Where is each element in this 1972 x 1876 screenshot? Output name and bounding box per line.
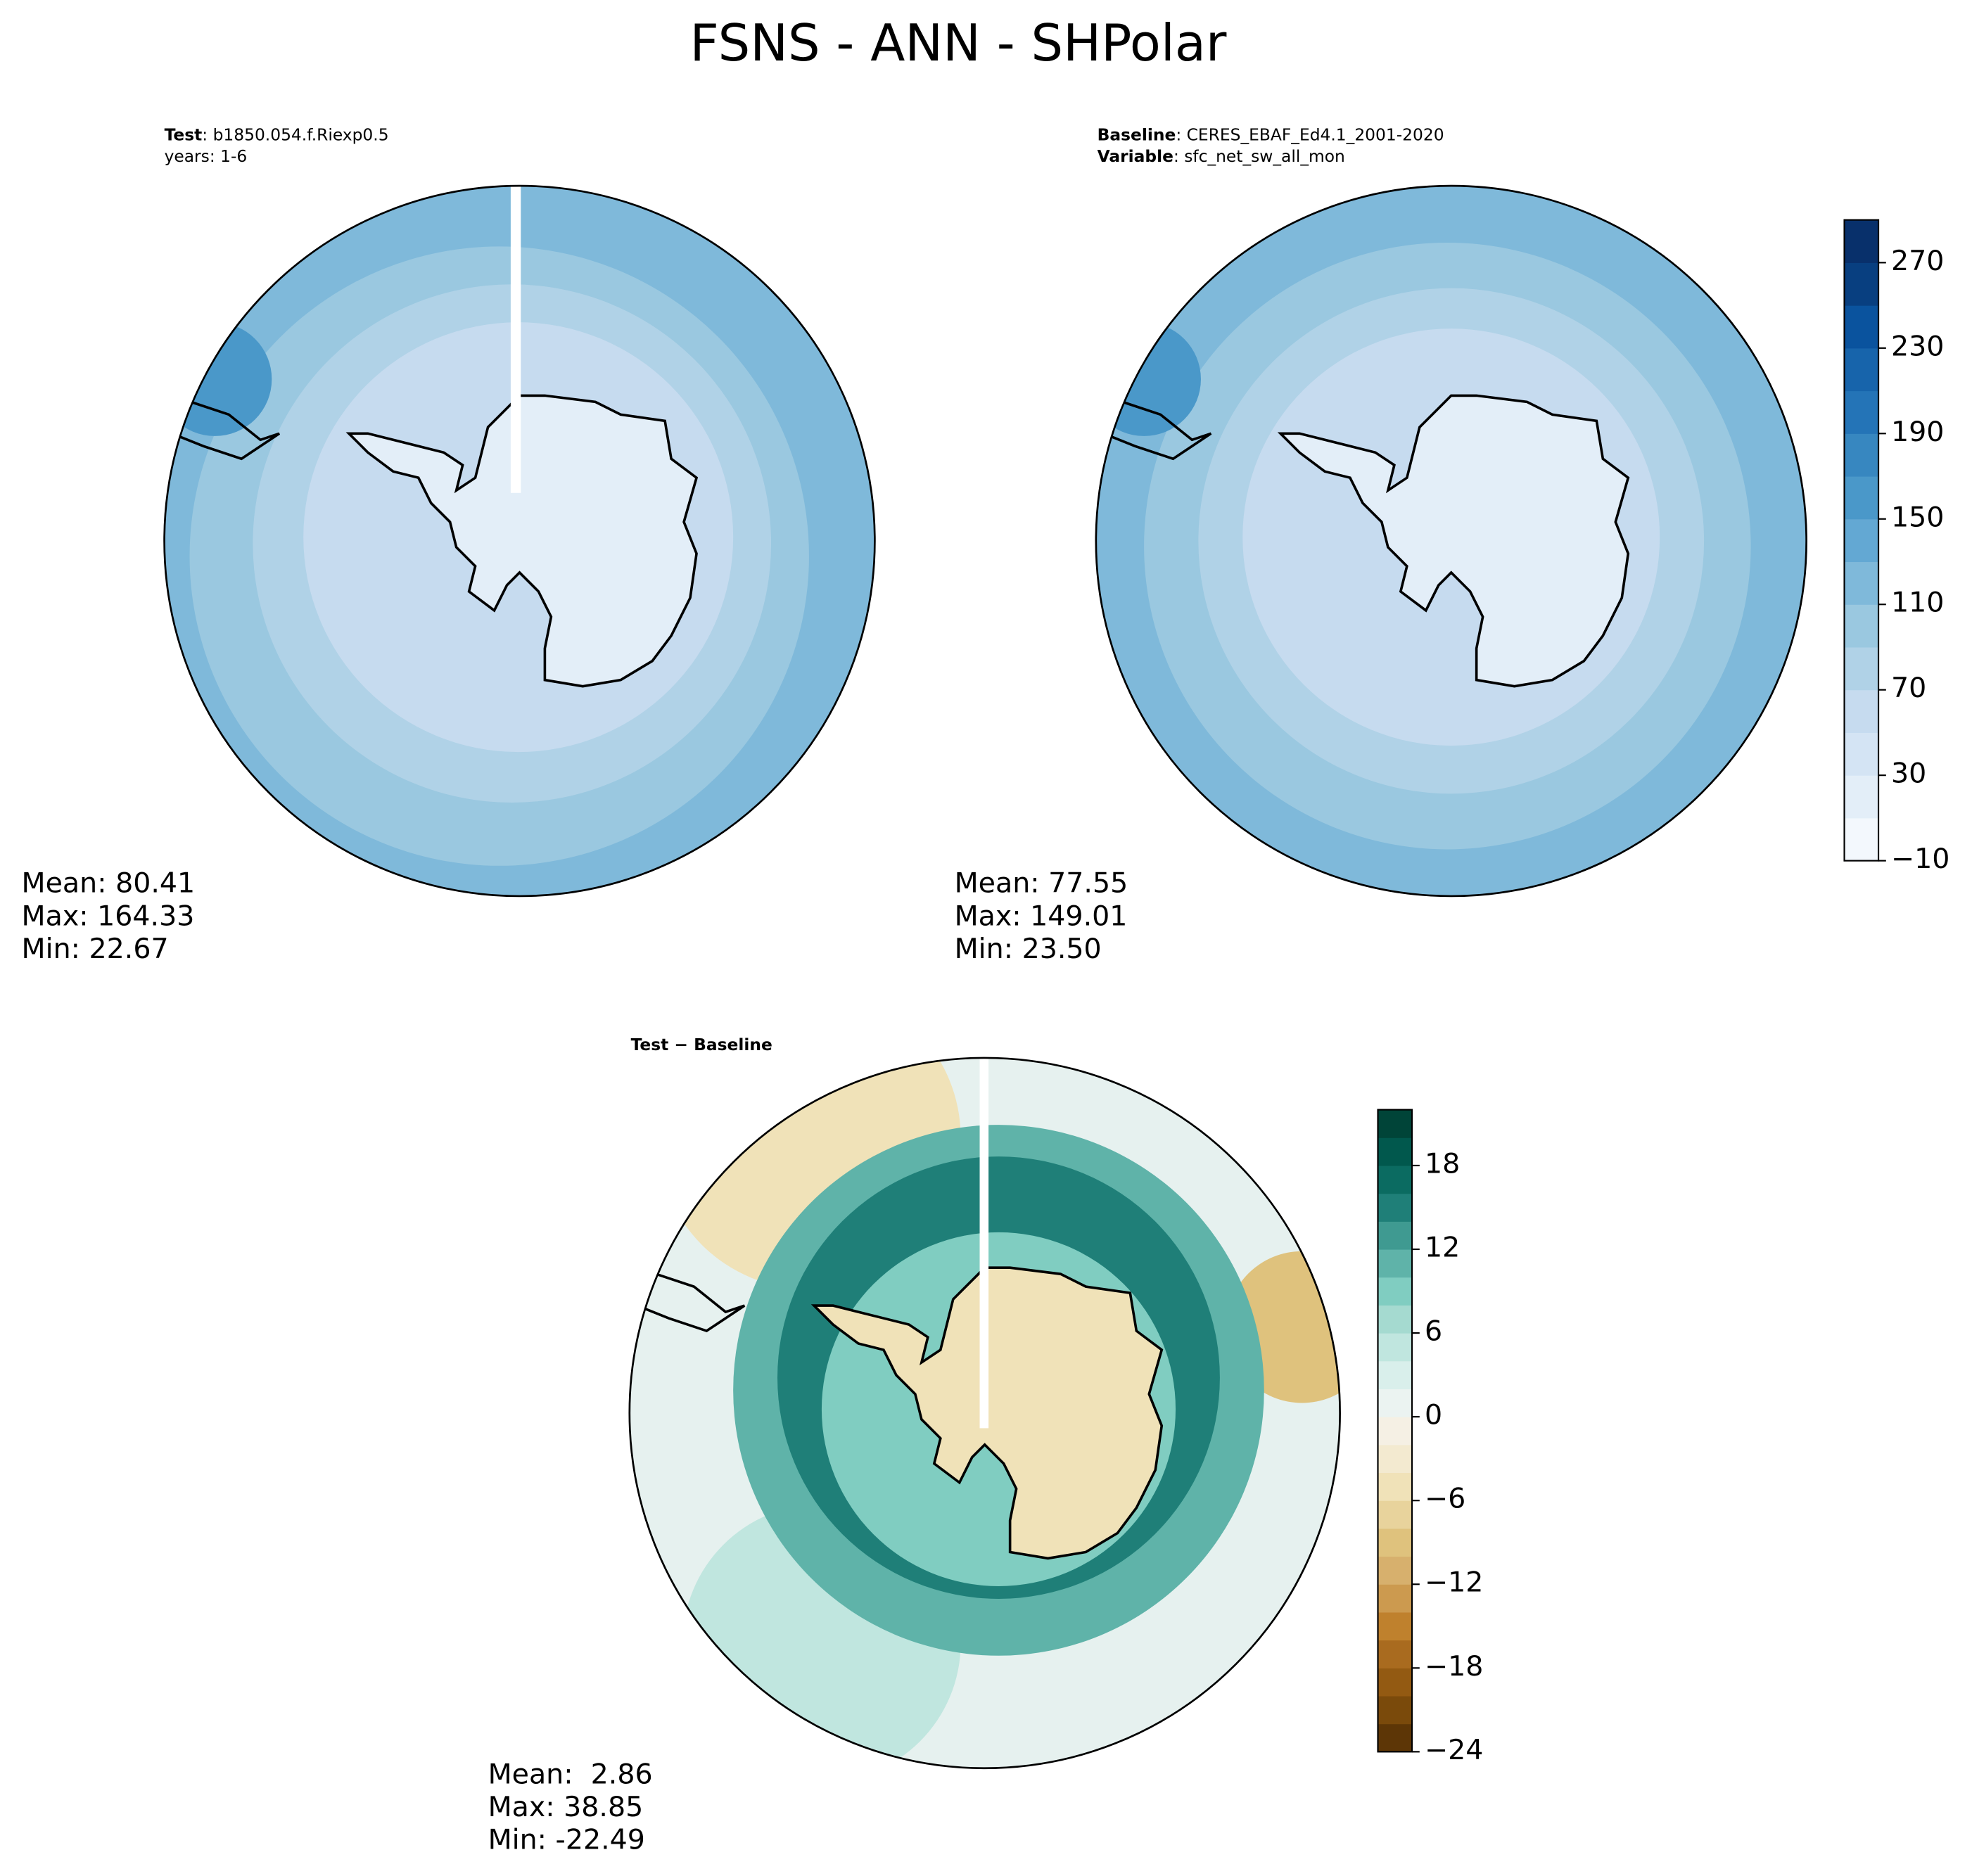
- colorbar-tick-label: −12: [1425, 1566, 1483, 1599]
- stat-line: Min: 22.67: [22, 933, 169, 965]
- colorbar-band: [1844, 262, 1879, 306]
- stat-line: Min: 23.50: [955, 933, 1102, 965]
- stat-line: Max: 38.85: [488, 1791, 644, 1823]
- stat-line: Max: 164.33: [22, 900, 195, 932]
- map-frame: [1095, 184, 1807, 898]
- colorbar-band: [1844, 219, 1879, 263]
- colorbar-tick-label: −24: [1425, 1734, 1483, 1766]
- stat-line: Mean: 77.55: [955, 867, 1128, 900]
- colorbar-tick-label: 270: [1891, 245, 1944, 277]
- colorbar-band: [1844, 476, 1879, 520]
- colorbar-tick-label: 0: [1425, 1399, 1442, 1431]
- label-bold: Baseline: [1098, 125, 1176, 144]
- colorbar-frame: [1843, 219, 1880, 862]
- colorbar-band: [1378, 1695, 1413, 1725]
- colorbar-band: [1378, 1584, 1413, 1613]
- colorbar-band: [1844, 390, 1879, 434]
- colorbar-tick-label: 230: [1891, 330, 1944, 362]
- colorbar-band: [1378, 1109, 1413, 1138]
- colorbar-band: [1378, 1360, 1413, 1389]
- colorbar-band: [1378, 1556, 1413, 1585]
- colorbar-band: [1844, 561, 1879, 605]
- colorbar-band: [1378, 1193, 1413, 1222]
- panel-label: Test: b1850.054.f.Riexp0.5: [165, 125, 389, 144]
- colorbar-tick-label: 6: [1425, 1315, 1442, 1348]
- colorbar-tick-label: 190: [1891, 416, 1944, 448]
- panel-label: Baseline: CERES_EBAF_Ed4.1_2001-2020: [1098, 125, 1444, 144]
- colorbar-band: [1378, 1417, 1413, 1446]
- colorbar-band: [1378, 1249, 1413, 1278]
- colorbar-tick-label: 110: [1891, 587, 1944, 619]
- figure-title: FSNS - ANN - SHPolar: [690, 13, 1227, 72]
- stat-line: Min: -22.49: [488, 1824, 645, 1856]
- colorbar-band: [1844, 817, 1879, 862]
- colorbar-band: [1378, 1333, 1413, 1362]
- map-frame: [628, 1057, 1341, 1770]
- colorbar-tick-label: −10: [1891, 843, 1949, 875]
- panel-label: Test − Baseline: [631, 1035, 772, 1054]
- colorbar-tick-label: 70: [1891, 672, 1926, 704]
- label-bold: Variable: [1098, 146, 1173, 166]
- colorbar-band: [1378, 1612, 1413, 1641]
- stat-line: Mean: 80.41: [22, 867, 196, 900]
- colorbar-band: [1844, 775, 1879, 819]
- colorbar-tick-label: 150: [1891, 501, 1944, 533]
- colorbar-band: [1844, 433, 1879, 477]
- colorbar-band: [1378, 1528, 1413, 1557]
- colorbar-band: [1378, 1444, 1413, 1474]
- colorbar-band: [1844, 646, 1879, 691]
- colorbar-band: [1378, 1221, 1413, 1250]
- figure-body: FSNS - ANN - SHPolar Test: b1850.054.f.R…: [22, 13, 1950, 1856]
- label-text: : b1850.054.f.Riexp0.5: [202, 125, 388, 144]
- map-difference: [629, 1057, 1340, 1768]
- colorbar-band: [1844, 689, 1879, 733]
- colorbar-tick-label: −18: [1425, 1650, 1483, 1683]
- colorbar-band: [1378, 1640, 1413, 1668]
- colorbar-band: [1378, 1472, 1413, 1501]
- panel-label: Variable: sfc_net_sw_all_mon: [1098, 146, 1345, 166]
- colorbar-tick-label: 30: [1891, 758, 1926, 790]
- colorbar-band: [1378, 1305, 1413, 1334]
- colorbar-tick-label: 18: [1425, 1147, 1460, 1180]
- colorbar-band: [1378, 1389, 1413, 1417]
- label-text: : sfc_net_sw_all_mon: [1173, 146, 1345, 166]
- label-text: years: 1-6: [165, 146, 248, 166]
- colorbar-band: [1844, 732, 1879, 776]
- stat-line: Max: 149.01: [955, 900, 1128, 932]
- map-test: [164, 186, 875, 896]
- stat-line: Mean: 2.86: [488, 1758, 653, 1790]
- colorbar-band: [1378, 1165, 1413, 1194]
- colorbar-band: [1844, 604, 1879, 648]
- colorbar-band: [1378, 1277, 1413, 1306]
- colorbar-band: [1378, 1668, 1413, 1697]
- colorbar-band: [1844, 305, 1879, 349]
- colorbar-tick-label: 12: [1425, 1232, 1460, 1264]
- panel-label: years: 1-6: [165, 146, 248, 166]
- map-baseline: [1095, 186, 1807, 896]
- colorbar-band: [1844, 518, 1879, 563]
- colorbar-band: [1378, 1500, 1413, 1529]
- colorbar-band: [1378, 1137, 1413, 1166]
- colorbar-tick-label: −6: [1425, 1483, 1465, 1515]
- label-text: : CERES_EBAF_Ed4.1_2001-2020: [1176, 125, 1444, 144]
- colorbar-band: [1378, 1723, 1413, 1752]
- colorbar-band: [1844, 347, 1879, 392]
- label-bold: Test: [165, 125, 203, 144]
- colorbar-frame: [1377, 1109, 1413, 1753]
- label-bold: Test − Baseline: [631, 1035, 772, 1054]
- map-frame: [163, 184, 876, 898]
